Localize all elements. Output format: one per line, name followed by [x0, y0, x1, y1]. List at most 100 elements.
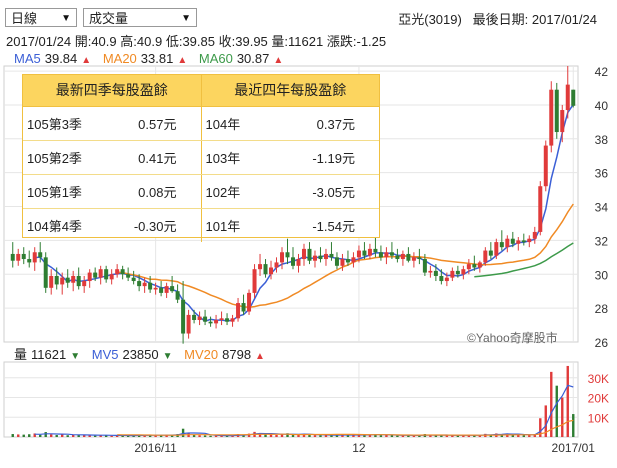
candle-body: [159, 287, 164, 293]
volume-bar: [286, 433, 289, 437]
candle-body: [263, 264, 268, 275]
candle-body: [252, 269, 257, 293]
quarter-label: 105第2季: [27, 151, 82, 166]
candle-body: [219, 318, 224, 320]
volume-bar: [203, 435, 207, 437]
year-eps: -1.54元: [312, 219, 355, 234]
price-tick-label: 32: [595, 234, 609, 248]
volume-bar: [555, 385, 558, 437]
candle-body: [131, 277, 136, 282]
volume-bar: [445, 435, 449, 437]
volume-label: 量:: [271, 34, 289, 49]
candle-body: [345, 259, 350, 263]
candle-body: [450, 270, 455, 278]
volume-bar: [225, 435, 229, 437]
indicator-select[interactable]: 成交量 ▼: [83, 8, 197, 27]
volume-bar: [297, 434, 300, 437]
ma20-value: 33.81: [140, 51, 174, 66]
volume-bar: [181, 428, 185, 437]
price-tick-label: 34: [595, 201, 609, 215]
vol-down-arrow-icon: ▼: [70, 351, 81, 362]
year-label: 104年: [205, 117, 241, 132]
candle-body: [433, 270, 438, 276]
volume-bar: [357, 434, 361, 437]
candle-body: [186, 314, 191, 334]
candle-body: [230, 318, 235, 322]
candle-body: [560, 110, 565, 133]
quarter-label: 105第3季: [27, 117, 82, 132]
candle-body: [312, 255, 317, 261]
candle-body: [395, 255, 400, 260]
eps-header-quarterly: 最新四季每股盈餘: [23, 75, 202, 106]
volume-bar: [434, 435, 438, 437]
candle-body: [285, 252, 290, 258]
candle-body: [527, 238, 532, 243]
volume-bar: [11, 434, 14, 437]
table-row: 105第2季 0.41元 103年 -1.19元: [23, 140, 379, 174]
volume-bar: [192, 434, 196, 437]
mv5-label: MV5: [91, 347, 119, 362]
candle-body: [318, 255, 323, 260]
mv20-line: [117, 419, 574, 436]
volume-bar: [368, 434, 372, 437]
quarter-eps: 0.57元: [138, 117, 177, 132]
volume-bar: [522, 435, 525, 437]
candle-body: [148, 282, 153, 290]
chevron-down-icon: ▼: [61, 13, 71, 24]
period-select[interactable]: 日線 ▼: [5, 8, 77, 27]
volume-bar: [379, 435, 383, 437]
volume-bars: [11, 365, 575, 437]
volume-bar: [258, 433, 262, 437]
candle-body: [378, 252, 383, 258]
candle-body: [225, 318, 230, 322]
volume-bar: [407, 435, 410, 437]
price-tick-label: 26: [595, 336, 609, 350]
candle-body: [362, 250, 367, 256]
year-eps: -3.05元: [312, 185, 355, 200]
candle-body: [115, 269, 120, 275]
volume-bar: [88, 434, 91, 437]
eps-table: 最新四季每股盈餘 最近四年每股盈餘 105第3季 0.57元 104年 0.37元 …: [22, 74, 380, 242]
ma60-label: MA60: [198, 51, 233, 66]
candle-body: [417, 257, 422, 260]
volume-bar: [44, 432, 47, 437]
volume-bar: [39, 434, 42, 437]
volume-bar: [533, 434, 536, 437]
x-tick-label: 2017/01: [552, 441, 596, 455]
price-tick-label: 42: [595, 65, 609, 79]
candle-body: [164, 286, 169, 293]
x-tick-label: 2016/11: [134, 441, 177, 455]
chevron-down-icon: ▼: [181, 13, 191, 24]
candle-body: [153, 287, 158, 290]
candle-body: [197, 316, 202, 320]
volume-bar: [115, 435, 119, 437]
volume-bar: [550, 371, 553, 437]
volume-bar: [341, 434, 344, 437]
volume-bar: [313, 435, 317, 437]
candle-body: [538, 186, 543, 232]
volume-bar: [390, 435, 394, 437]
candle-body: [367, 248, 372, 256]
candle-body: [98, 269, 103, 278]
year-eps: -1.19元: [312, 151, 355, 166]
volume-bar: [539, 418, 542, 437]
volume-bar: [412, 435, 416, 437]
candle-body: [269, 267, 274, 275]
volume-tick-label: 30K: [588, 372, 609, 386]
year-label: 103年: [205, 151, 241, 166]
year-label: 102年: [205, 185, 241, 200]
volume-bar: [22, 434, 25, 437]
volume-bar: [71, 434, 75, 437]
candle-body: [10, 253, 15, 261]
candle-body: [477, 262, 482, 268]
volume-bar: [385, 435, 388, 437]
vol-value: 11621: [31, 347, 67, 362]
ma20-line: [117, 203, 574, 309]
candle-body: [356, 250, 361, 258]
candle-body: [505, 238, 510, 248]
candle-body: [214, 319, 219, 324]
volume-bar: [269, 434, 273, 437]
price-tick-label: 28: [595, 302, 609, 316]
vol-label: 量: [14, 347, 28, 362]
candle-body: [126, 274, 131, 278]
